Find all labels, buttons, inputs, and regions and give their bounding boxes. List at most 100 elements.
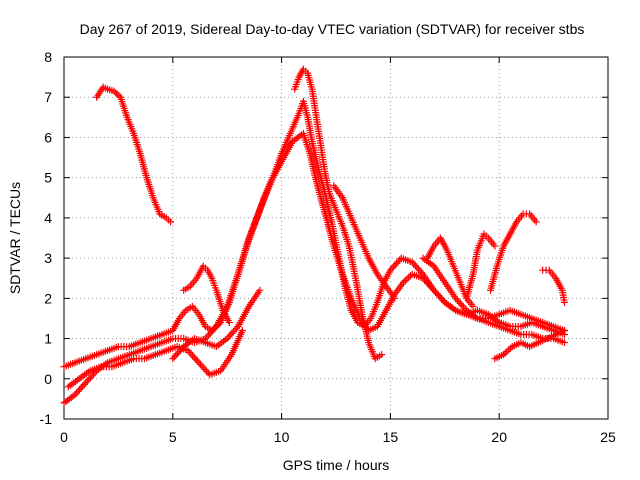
data-point-interp	[79, 382, 87, 390]
data-point-interp	[393, 259, 401, 267]
y-tick-label: 5	[44, 170, 52, 186]
data-point-interp	[172, 351, 180, 359]
series-arc-11	[463, 230, 499, 302]
data-point	[71, 391, 79, 399]
data-point	[430, 286, 438, 294]
data-point-interp	[198, 362, 206, 370]
x-tick-label: 15	[383, 429, 399, 445]
y-tick-label: 7	[44, 89, 52, 105]
data-point	[560, 298, 568, 306]
data-point	[491, 242, 499, 250]
y-axis-label: SDTVAR / TECUs	[7, 182, 23, 294]
data-point-interp	[72, 389, 80, 397]
data-point	[167, 218, 175, 226]
data-point-interp	[410, 260, 418, 268]
data-point-interp	[187, 350, 195, 358]
data-point-interp	[190, 354, 198, 362]
data-point	[110, 87, 118, 95]
data-point-interp	[204, 369, 212, 377]
x-tick-label: 10	[274, 429, 290, 445]
data-point	[452, 294, 460, 302]
series-arc-3	[60, 129, 568, 407]
data-point-interp	[413, 263, 421, 271]
data-point-interp	[422, 278, 430, 286]
data-point-interp	[433, 290, 441, 298]
y-tick-label: 1	[44, 331, 52, 347]
data-point-interp	[505, 346, 513, 354]
data-point-interp	[416, 267, 424, 275]
data-point-interp	[453, 296, 461, 304]
data-point-interp	[390, 263, 398, 271]
data-point-interp	[173, 349, 181, 357]
data-point	[82, 379, 90, 387]
data-point-interp	[113, 90, 121, 98]
data-point-interp	[396, 256, 404, 264]
x-tick-label: 25	[600, 429, 616, 445]
data-point-interp	[85, 375, 93, 383]
vertical-gridlines	[172, 57, 500, 419]
data-point	[195, 359, 203, 367]
data-point	[560, 339, 568, 347]
x-tick-label: 5	[169, 429, 177, 445]
y-tick-label: 3	[44, 250, 52, 266]
data-point-interp	[229, 328, 237, 336]
data-point-interp	[228, 329, 236, 337]
series-arc-14	[539, 266, 568, 306]
data-point-interp	[438, 295, 446, 303]
y-tick-labels: -1 0 1 2 3 4 5 6 7 8	[40, 49, 53, 427]
data-point	[469, 302, 477, 310]
series-arc-4	[169, 286, 264, 363]
data-point-interp	[401, 277, 409, 285]
series-arc-10	[423, 234, 477, 310]
data-point-interp	[455, 298, 463, 306]
y-tick-label: 2	[44, 290, 52, 306]
data-point-interp	[436, 293, 444, 301]
y-tick-label: 6	[44, 129, 52, 145]
y-tick-label: 8	[44, 49, 52, 65]
data-point-interp	[88, 372, 96, 380]
series-arc-12	[486, 210, 540, 294]
y-tick-label: 4	[44, 210, 52, 226]
axis-ticks	[63, 56, 609, 420]
data-point	[386, 266, 394, 274]
data-point-interp	[231, 326, 239, 334]
x-tick-labels: 0 5 10 15 20 25	[60, 429, 616, 445]
chart-title: Day 267 of 2019, Sidereal Day-to-day VTE…	[80, 21, 585, 37]
data-point-interp	[209, 326, 217, 334]
data-point-interp	[427, 283, 435, 291]
data-point-interp	[186, 348, 194, 356]
data-point-interp	[435, 291, 443, 299]
data-point	[169, 355, 177, 363]
data-point-interp	[411, 262, 419, 270]
data-point-interp	[77, 384, 85, 392]
data-point-interp	[425, 281, 433, 289]
x-tick-label: 0	[60, 429, 68, 445]
data-point-interp	[200, 364, 208, 372]
series-arc-8	[330, 182, 399, 302]
data-point-interp	[74, 387, 82, 395]
data-point-interp	[211, 324, 219, 332]
series-arc-13	[491, 327, 568, 363]
data-point-interp	[394, 258, 402, 266]
data-point-interp	[83, 377, 91, 385]
data-point-interp	[459, 303, 467, 311]
data-point-interp	[226, 331, 234, 339]
data-point-interp	[203, 367, 211, 375]
data-point-interp	[115, 92, 123, 100]
data-point-interp	[208, 328, 216, 336]
series-arc-9	[419, 254, 568, 335]
data-point-interp	[431, 288, 439, 296]
data-point	[256, 286, 264, 294]
x-axis-label: GPS time / hours	[283, 457, 390, 473]
data-point-interp	[503, 347, 511, 355]
series-arc-2	[60, 97, 568, 371]
data-point-interp	[112, 89, 120, 97]
data-point-interp	[196, 360, 204, 368]
data-point-interp	[424, 279, 432, 287]
data-point-interp	[458, 301, 466, 309]
data-point-interp	[421, 276, 429, 284]
data-point-interp	[233, 324, 241, 332]
data-point	[184, 347, 192, 355]
data-point-interp	[189, 352, 197, 360]
